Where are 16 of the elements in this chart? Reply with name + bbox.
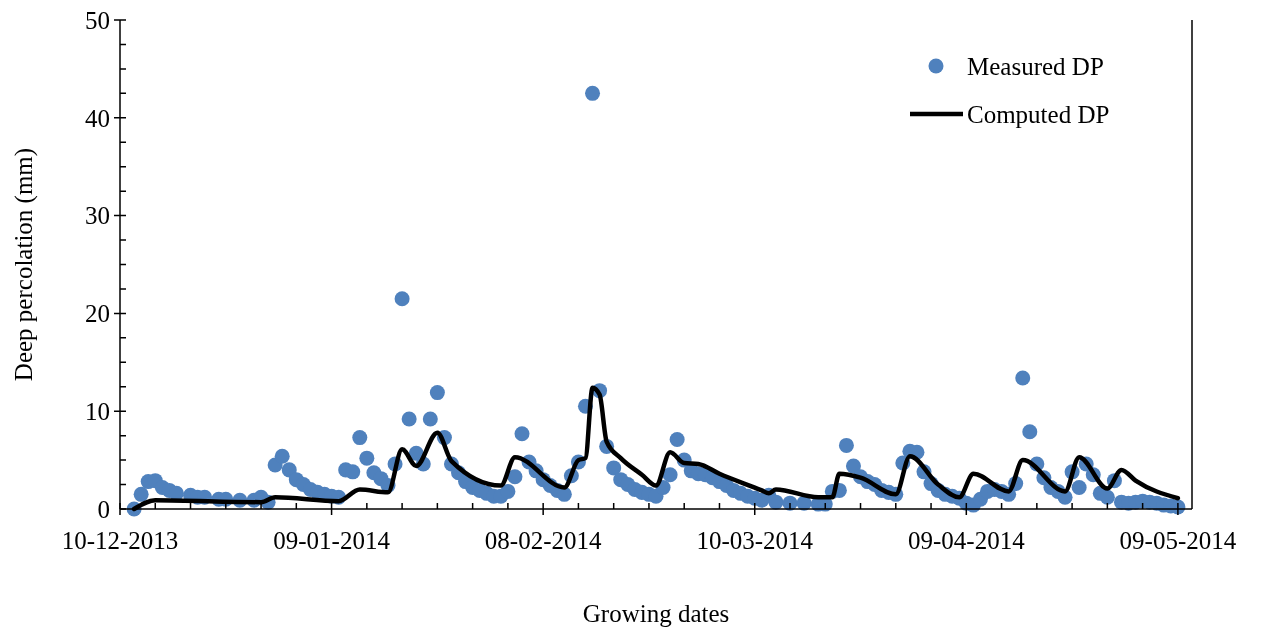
x-tick-label: 10-03-2014: [696, 527, 814, 554]
x-tick-label: 09-05-2014: [1119, 527, 1237, 554]
y-tick-label: 50: [85, 6, 110, 34]
x-tick-label: 10-12-2013: [61, 527, 179, 554]
y-axis-title: Deep percolation (mm): [10, 147, 38, 382]
x-tick-label: 09-01-2014: [273, 527, 391, 554]
legend-label: Computed DP: [967, 100, 1110, 128]
y-tick-label: 20: [85, 300, 110, 328]
y-tick-label: 10: [85, 397, 110, 425]
x-axis-title: Growing dates: [582, 600, 730, 627]
y-tick-label: 0: [97, 495, 110, 523]
legend-label: Measured DP: [967, 52, 1104, 80]
y-tick-label: 40: [85, 104, 110, 132]
x-tick-label: 09-04-2014: [907, 527, 1026, 554]
x-tick-label: 08-02-2014: [484, 527, 602, 554]
y-tick-label: 30: [85, 202, 110, 230]
